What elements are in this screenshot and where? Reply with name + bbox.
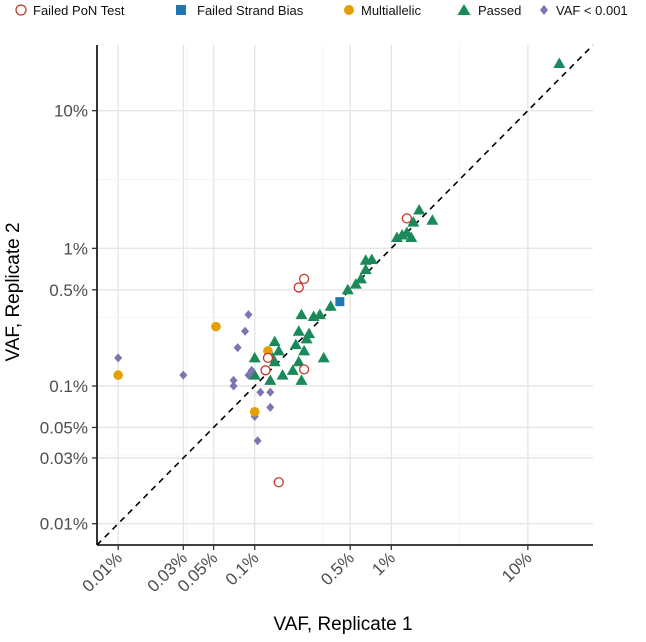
legend: Failed PoN Test Failed Strand Bias Multi…: [15, 3, 628, 18]
vaf-small-point: [247, 365, 256, 375]
identity-dashed-line: [96, 44, 594, 546]
legend-triangle-marker: [457, 4, 471, 15]
identity-line: [96, 44, 594, 546]
y-tick-label: 0.5%: [49, 281, 88, 300]
passed-point: [407, 216, 420, 227]
strand-bias-point: [335, 297, 345, 307]
y-tick-label: 0.1%: [49, 377, 88, 396]
vaf-small-point: [256, 387, 265, 397]
passed-point: [349, 278, 362, 289]
passed-point: [354, 272, 367, 284]
legend-filled-circle-marker: [344, 5, 354, 15]
failed-pon-point: [262, 352, 274, 364]
passed-point: [292, 325, 305, 336]
legend-diamond-marker: [540, 5, 548, 15]
passed-point: [413, 203, 426, 215]
y-tick-label: 0.01%: [40, 515, 88, 534]
legend-item-multiallelic: Multiallelic: [344, 3, 421, 18]
passed-point: [303, 327, 316, 339]
passed-point: [248, 351, 261, 363]
passed-point: [295, 374, 308, 385]
passed-point: [365, 253, 378, 264]
legend-open-circle-marker: [15, 4, 27, 16]
passed-point: [264, 374, 277, 385]
failed-pon-point: [293, 282, 304, 293]
passed-point: [359, 263, 372, 275]
legend-label-multiallelic: Multiallelic: [361, 3, 421, 18]
multiallelic-point: [263, 346, 273, 356]
passed-point: [553, 57, 566, 69]
y-tick-labels: 0.01% 0.03% 0.05% 0.1% 0.5% 1% 10%: [40, 102, 88, 534]
x-axis-title: VAF, Replicate 1: [273, 614, 412, 635]
passed-point: [289, 338, 302, 350]
y-axis-title: VAF, Replicate 2: [3, 222, 24, 361]
failed-pon-point: [273, 477, 284, 488]
passed-point: [295, 308, 308, 320]
failed-pon-point: [298, 364, 310, 375]
vaf-small-point: [179, 370, 188, 380]
passed-point: [317, 351, 330, 363]
passed-point: [298, 344, 311, 356]
failed-pon-point: [401, 213, 412, 224]
vaf-small-point: [233, 343, 242, 353]
multiallelic-point: [211, 321, 221, 332]
passed-point: [405, 231, 418, 242]
axes: [92, 45, 593, 550]
passed-point: [248, 369, 261, 380]
failed-pon-point: [298, 273, 310, 285]
vaf-small-point: [244, 310, 253, 320]
vaf-small-point: [241, 326, 250, 336]
passed-point: [276, 369, 289, 380]
legend-item-failed-pon: Failed PoN Test: [15, 3, 125, 18]
vaf-small-point: [229, 375, 238, 385]
data-points: [113, 57, 566, 488]
passed-point: [396, 229, 409, 240]
legend-label-vaf-small: VAF < 0.001: [556, 3, 628, 18]
passed-point: [324, 300, 337, 311]
passed-point: [272, 344, 285, 356]
multiallelic-point: [113, 370, 123, 380]
vaf-small-point: [114, 353, 123, 363]
passed-point: [268, 335, 281, 347]
vaf-small-point: [253, 436, 262, 446]
legend-item-vaf-small: VAF < 0.001: [540, 3, 628, 18]
legend-item-failed-strand-bias: Failed Strand Bias: [176, 3, 304, 18]
passed-point: [307, 310, 320, 321]
multiallelic-point: [249, 406, 260, 417]
passed-point: [341, 283, 354, 295]
y-tick-label: 0.05%: [40, 418, 88, 437]
y-tick-label: 0.03%: [40, 449, 88, 468]
legend-label-failed-pon: Failed PoN Test: [33, 3, 125, 18]
passed-point: [286, 364, 299, 375]
passed-point: [426, 214, 439, 225]
y-tick-label: 10%: [54, 102, 88, 121]
vaf-small-point: [266, 387, 275, 397]
y-tick-label: 1%: [63, 239, 88, 258]
vaf-small-point: [266, 402, 275, 412]
legend-item-passed: Passed: [457, 3, 521, 18]
passed-point: [292, 355, 305, 367]
vaf-small-point: [229, 381, 238, 391]
legend-square-marker: [176, 5, 186, 15]
legend-label-passed: Passed: [478, 3, 521, 18]
legend-label-failed-strand-bias: Failed Strand Bias: [197, 3, 304, 18]
failed-pon-point: [260, 365, 271, 376]
